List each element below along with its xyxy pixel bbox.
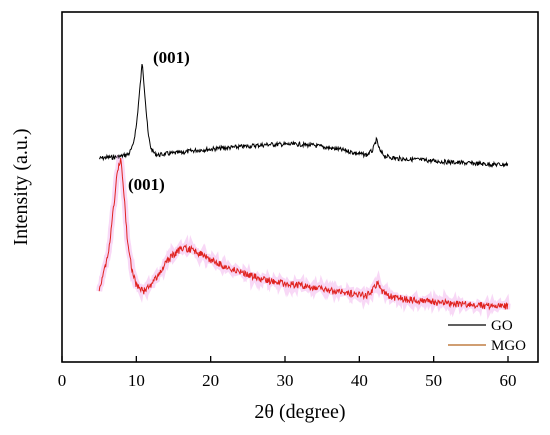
x-tick-label: 10: [128, 371, 145, 390]
series-mgo: [96, 153, 511, 320]
series-line-mgo: [98, 157, 509, 311]
x-tick-label: 50: [425, 371, 442, 390]
plot-frame: [61, 11, 539, 363]
x-tick-label: 20: [202, 371, 219, 390]
legend: GO MGO: [448, 318, 526, 354]
x-tick-label: 30: [277, 371, 294, 390]
annotation-go-001: (001): [153, 48, 190, 67]
legend-label-mgo: MGO: [491, 338, 526, 354]
x-tick-label: 60: [500, 371, 517, 390]
x-axis-title: 2θ (degree): [254, 401, 345, 423]
x-tick-label: 0: [58, 371, 67, 390]
series-line-go: [99, 63, 509, 168]
x-tick-label: 40: [351, 371, 368, 390]
series-layer: [96, 63, 511, 320]
x-axis-ticks: 0 10 20 30 40 50 60: [58, 356, 517, 390]
legend-label-go: GO: [491, 318, 513, 334]
y-axis-title: Intensity (a.u.): [10, 128, 32, 245]
annotation-mgo-001: (001): [128, 175, 165, 194]
series-go: [99, 63, 509, 168]
